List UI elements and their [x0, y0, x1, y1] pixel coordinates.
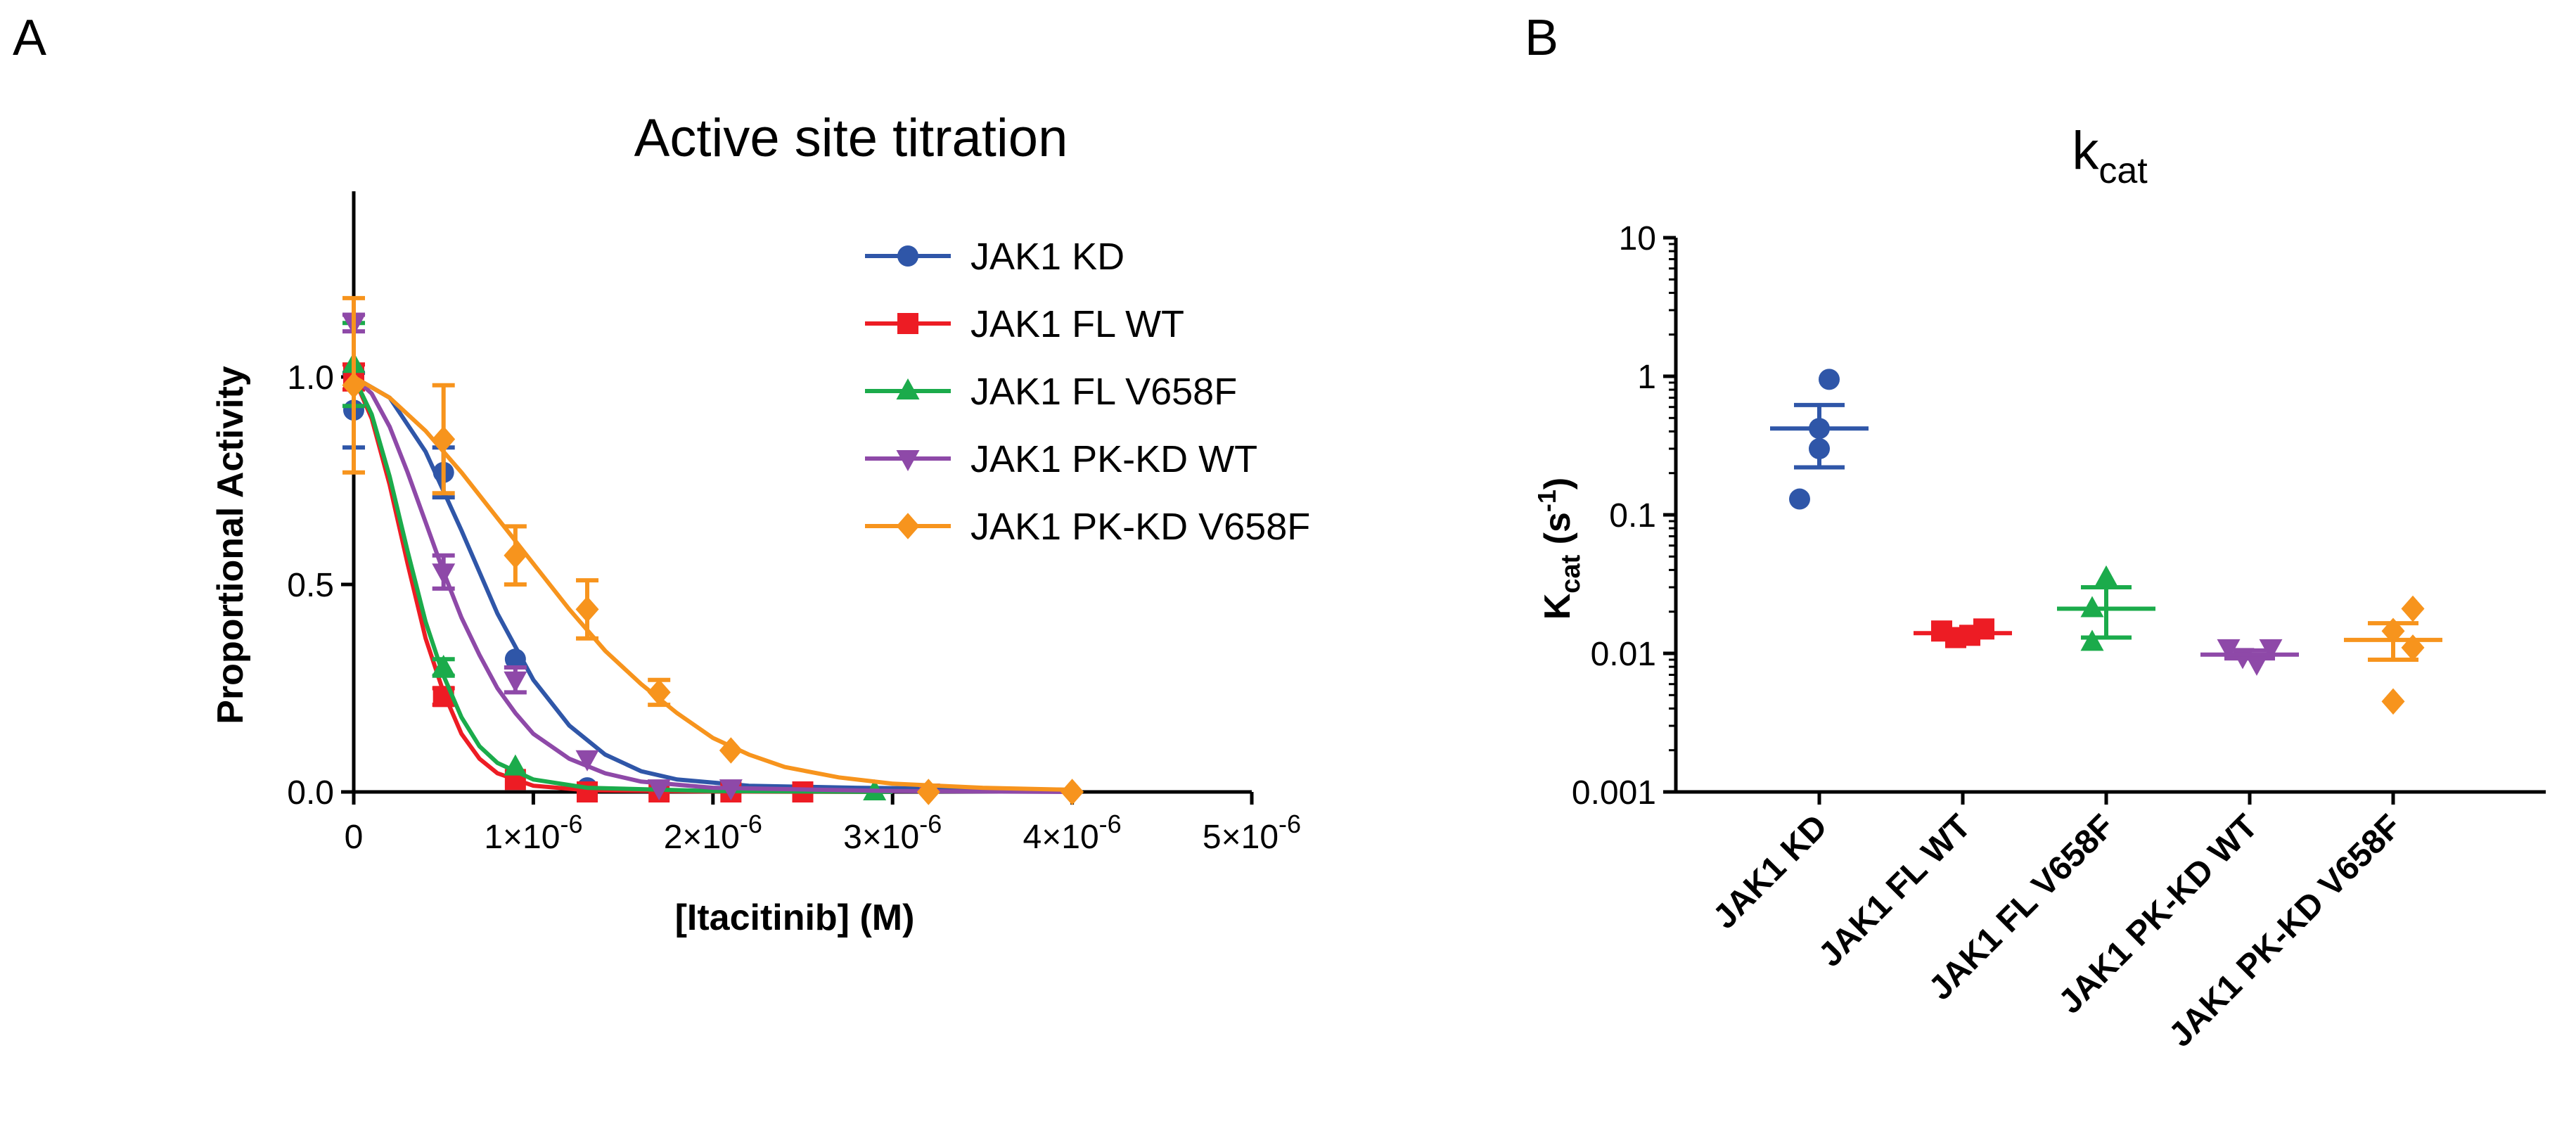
chart-b-ylabel-unit-open: (s: [1537, 512, 1578, 555]
legend-item-0: JAK1 KD: [865, 236, 1124, 278]
chart-b-series-3: [2200, 639, 2299, 676]
chart-b-y-tick-label: 0.001: [1572, 774, 1656, 812]
data-point: [1060, 779, 1084, 805]
data-point: [2094, 565, 2118, 587]
legend-label: JAK1 KD: [970, 236, 1124, 278]
legend-item-3: JAK1 PK-KD WT: [865, 438, 1257, 480]
data-point: [504, 754, 527, 776]
chart-a-series-4: [342, 295, 1084, 805]
chart-a-y-tick-label: 0.0: [287, 774, 334, 812]
data-point: [432, 563, 456, 585]
legend-label: JAK1 PK-KD WT: [970, 438, 1257, 480]
fit-line: [352, 375, 1072, 792]
data-point: [719, 779, 743, 801]
data-point: [2401, 595, 2425, 622]
chart-a-y-tick-label: 1.0: [287, 359, 334, 397]
data-point: [575, 596, 599, 623]
chart-b-category-label: JAK1 KD: [1706, 807, 1835, 936]
chart-a-series-2: [342, 321, 893, 800]
data-point: [2080, 629, 2104, 651]
data-point: [647, 779, 671, 801]
data-point: [575, 750, 599, 772]
chart-a-x-tick-label: 2×10-6: [664, 810, 762, 856]
legend-marker: [897, 245, 918, 267]
chart-b-series-4: [2344, 595, 2442, 715]
legend-marker: [896, 513, 920, 539]
data-point: [432, 426, 456, 453]
chart-b-ylabel-main: K: [1537, 593, 1578, 620]
data-point: [719, 737, 743, 764]
data-point: [432, 655, 456, 676]
data-point: [916, 779, 940, 805]
chart-b-title: kcat: [2072, 121, 2148, 191]
fit-line: [352, 375, 1072, 792]
data-point: [1819, 369, 1840, 390]
chart-a-x-tick-label: 4×10-6: [1023, 810, 1122, 856]
chart-a-x-tick-label: 5×10-6: [1203, 810, 1301, 856]
panel-b-letter: B: [1525, 10, 1558, 66]
chart-a-title: Active site titration: [634, 108, 1068, 168]
data-point: [342, 372, 366, 399]
legend-item-4: JAK1 PK-KD V658F: [865, 506, 1310, 548]
chart-a-y-tick-label: 0.5: [287, 567, 334, 604]
chart-b-category-label: JAK1 PK-KD V658F: [2162, 807, 2409, 1054]
chart-b-ylabel-unit-sup: -1: [1532, 490, 1561, 512]
panel-a-letter: A: [13, 10, 46, 66]
chart-b-y-tick-label: 10: [1619, 220, 1656, 257]
chart-b-ylabel-sub: cat: [1556, 554, 1586, 593]
chart-b-series-0: [1770, 369, 1869, 510]
chart-b-title-sub: cat: [2098, 151, 2148, 191]
chart-a: 0.0 0.5 1.0 0 1×10-6 2×10-6 3×10-6 4×10-6 5×10-6…: [287, 191, 1310, 856]
fit-line: [352, 376, 893, 794]
chart-b-y-tick-label: 0.01: [1591, 636, 1656, 673]
chart-a-ylabel: Proportional Activity: [210, 366, 251, 724]
chart-b-ylabel: Kcat (s-1): [1532, 478, 1586, 620]
data-point: [1789, 488, 1810, 510]
data-point: [2381, 688, 2405, 715]
legend-marker: [896, 450, 920, 471]
legend-label: JAK1 FL WT: [970, 303, 1184, 345]
chart-b-y-tick-label: 0.1: [1609, 497, 1656, 535]
legend-marker: [897, 313, 918, 334]
chart-b-series-2: [2057, 565, 2155, 651]
legend-marker: [896, 378, 920, 399]
chart-b-series-1: [1914, 618, 2012, 648]
chart-b-ylabel-unit-close: ): [1537, 478, 1578, 490]
chart-a-series-3: [342, 312, 1072, 805]
chart-a-xlabel: [Itacitinib] (M): [675, 897, 915, 938]
data-point: [504, 542, 527, 569]
chart-a-x-tick-label: 3×10-6: [843, 810, 942, 856]
data-point: [504, 671, 527, 693]
legend-label: JAK1 PK-KD V658F: [970, 506, 1310, 548]
chart-b-y-tick-label: 1: [1637, 359, 1656, 396]
legend-label: JAK1 FL V658F: [970, 371, 1237, 413]
chart-a-x-tick-label: 1×10-6: [484, 810, 582, 856]
data-point: [647, 679, 671, 706]
legend-item-1: JAK1 FL WT: [865, 303, 1184, 345]
chart-a-x-tick-label: 0: [345, 819, 364, 856]
data-point: [504, 648, 526, 670]
legend-item-2: JAK1 FL V658F: [865, 371, 1237, 413]
chart-b-title-main: k: [2072, 121, 2099, 181]
